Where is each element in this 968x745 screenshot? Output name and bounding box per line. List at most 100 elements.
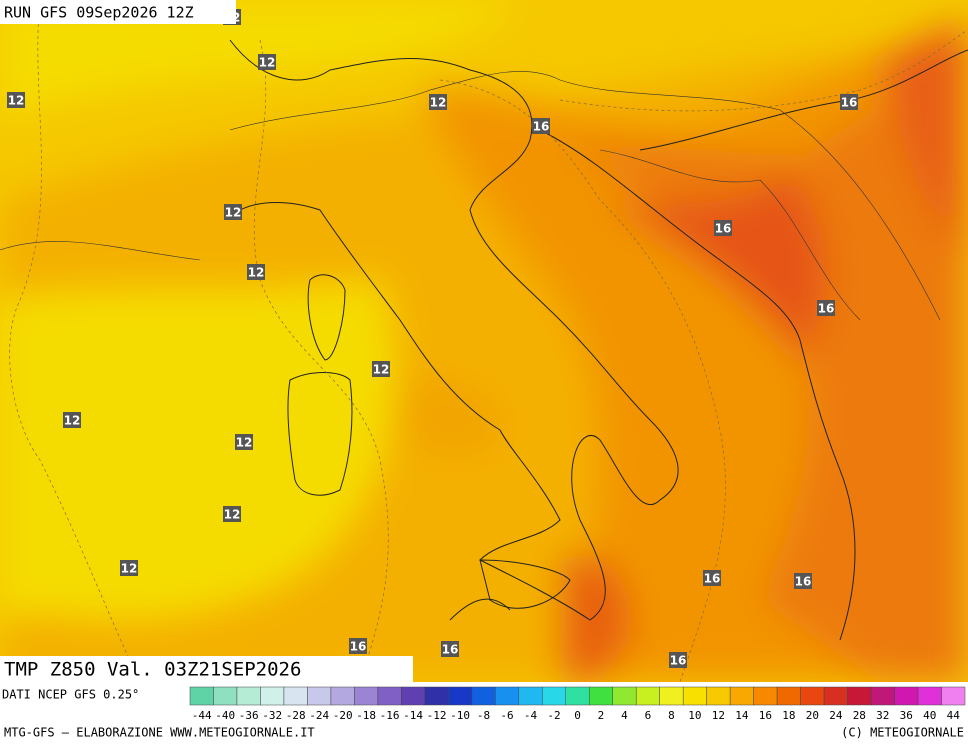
colorbar-swatch	[941, 686, 966, 706]
colorbar-label: -24	[309, 709, 329, 722]
colorbar: -44 -40 -36 -32 -28 -24 -20 -18 -16 -14 -12 -10 -8 -6…	[189, 686, 966, 722]
colorbar-label: -14	[403, 709, 423, 722]
colorbar-swatch	[424, 686, 449, 706]
contour-label-box	[441, 641, 459, 657]
colorbar-swatch	[823, 686, 848, 706]
colorbar-label: 36	[900, 709, 913, 722]
colorbar-label: 0	[574, 709, 581, 722]
colorbar-label: -20	[333, 709, 353, 722]
colorbar-swatch	[659, 686, 684, 706]
colorbar-swatch	[682, 686, 707, 706]
colorbar-swatch	[635, 686, 660, 706]
contour-label-box	[7, 92, 25, 108]
contour-label-box	[714, 220, 732, 236]
colorbar-label: -2	[547, 709, 560, 722]
colorbar-swatch	[377, 686, 402, 706]
colorbar-swatch	[401, 686, 426, 706]
contour-label: 16	[715, 222, 732, 236]
colorbar-label: 20	[806, 709, 819, 722]
contour-label-box	[223, 506, 241, 522]
contour-labels: 1212121216161216121612121212121616161616	[7, 9, 858, 668]
contour-label: 16	[350, 640, 367, 654]
colorbar-swatch	[307, 686, 332, 706]
contour-label-box	[669, 652, 687, 668]
map-title: TMP Z850 Val. 03Z21SEP2026	[4, 659, 301, 681]
footer-left: MTG-GFS – ELABORAZIONE WWW.METEOGIORNALE…	[4, 726, 315, 740]
colorbar-label: -6	[500, 709, 513, 722]
contour-label: 16	[841, 96, 858, 110]
colorbar-swatch	[471, 686, 496, 706]
colorbar-swatch	[213, 686, 238, 706]
contour-label: 12	[64, 414, 81, 428]
colorbar-swatch	[706, 686, 731, 706]
colorbar-label: 28	[853, 709, 866, 722]
colorbar-swatch	[542, 686, 567, 706]
header-box	[0, 0, 236, 24]
colorbar-swatch	[518, 686, 543, 706]
contour-label: 12	[121, 562, 138, 576]
colorbar-swatch	[283, 686, 308, 706]
contour-label: 16	[533, 120, 550, 134]
colorbar-label: 12	[712, 709, 725, 722]
contour-label: 16	[704, 572, 721, 586]
colorbar-label: 18	[782, 709, 795, 722]
contour-label: 12	[8, 94, 25, 108]
colorbar-label: 10	[688, 709, 701, 722]
contour-label: 12	[430, 96, 447, 110]
colorbar-swatch	[236, 686, 261, 706]
contour-label-box	[703, 570, 721, 586]
colorbar-label: 16	[759, 709, 772, 722]
colorbar-swatch	[189, 686, 214, 706]
contour-label: 16	[442, 643, 459, 657]
colorbar-label: -32	[262, 709, 282, 722]
contour-label-box	[372, 361, 390, 377]
colorbar-swatch	[894, 686, 919, 706]
colorbar-label: 4	[621, 709, 628, 722]
colorbar-label: -44	[192, 709, 212, 722]
run-label: RUN GFS 09Sep2026 12Z	[4, 4, 194, 22]
contour-label: 16	[795, 575, 812, 589]
contour-label-box	[247, 264, 265, 280]
source-label: DATI NCEP GFS 0.25°	[2, 688, 139, 702]
colorbar-label: -18	[356, 709, 376, 722]
contour-label-box	[817, 300, 835, 316]
contour-label-box	[120, 560, 138, 576]
colorbar-label: 6	[645, 709, 652, 722]
colorbar-swatch	[800, 686, 825, 706]
colorbar-label: -16	[380, 709, 400, 722]
colorbar-swatch	[612, 686, 637, 706]
isotherms	[9, 0, 968, 683]
colorbar-label: 2	[598, 709, 605, 722]
colorbar-label: 14	[735, 709, 749, 722]
colorbar-label: -36	[239, 709, 259, 722]
contour-label-box	[429, 94, 447, 110]
contour-label-box	[224, 204, 242, 220]
contour-label: 16	[818, 302, 835, 316]
colorbar-swatch	[260, 686, 285, 706]
colorbar-label: 8	[668, 709, 675, 722]
colorbar-swatch	[588, 686, 613, 706]
borders	[0, 71, 941, 321]
contour-label: 12	[224, 508, 241, 522]
colorbar-swatch	[847, 686, 872, 706]
contour-label-box	[349, 638, 367, 654]
colorbar-label: 44	[947, 709, 961, 722]
contour-label: 12	[373, 363, 390, 377]
colorbar-swatch	[776, 686, 801, 706]
title-box	[0, 656, 413, 683]
contour-label: 12	[225, 206, 242, 220]
colorbar-label: 24	[829, 709, 843, 722]
colorbar-swatch	[448, 686, 473, 706]
colorbar-label: 40	[923, 709, 936, 722]
contour-label-box	[63, 412, 81, 428]
colorbar-swatch	[495, 686, 520, 706]
colorbar-label: -40	[215, 709, 235, 722]
temperature-field	[0, 0, 968, 682]
colorbar-label: -4	[524, 709, 538, 722]
contour-label: 12	[248, 266, 265, 280]
contour-label-box	[794, 573, 812, 589]
colorbar-swatch	[917, 686, 942, 706]
colorbar-label: -12	[427, 709, 447, 722]
